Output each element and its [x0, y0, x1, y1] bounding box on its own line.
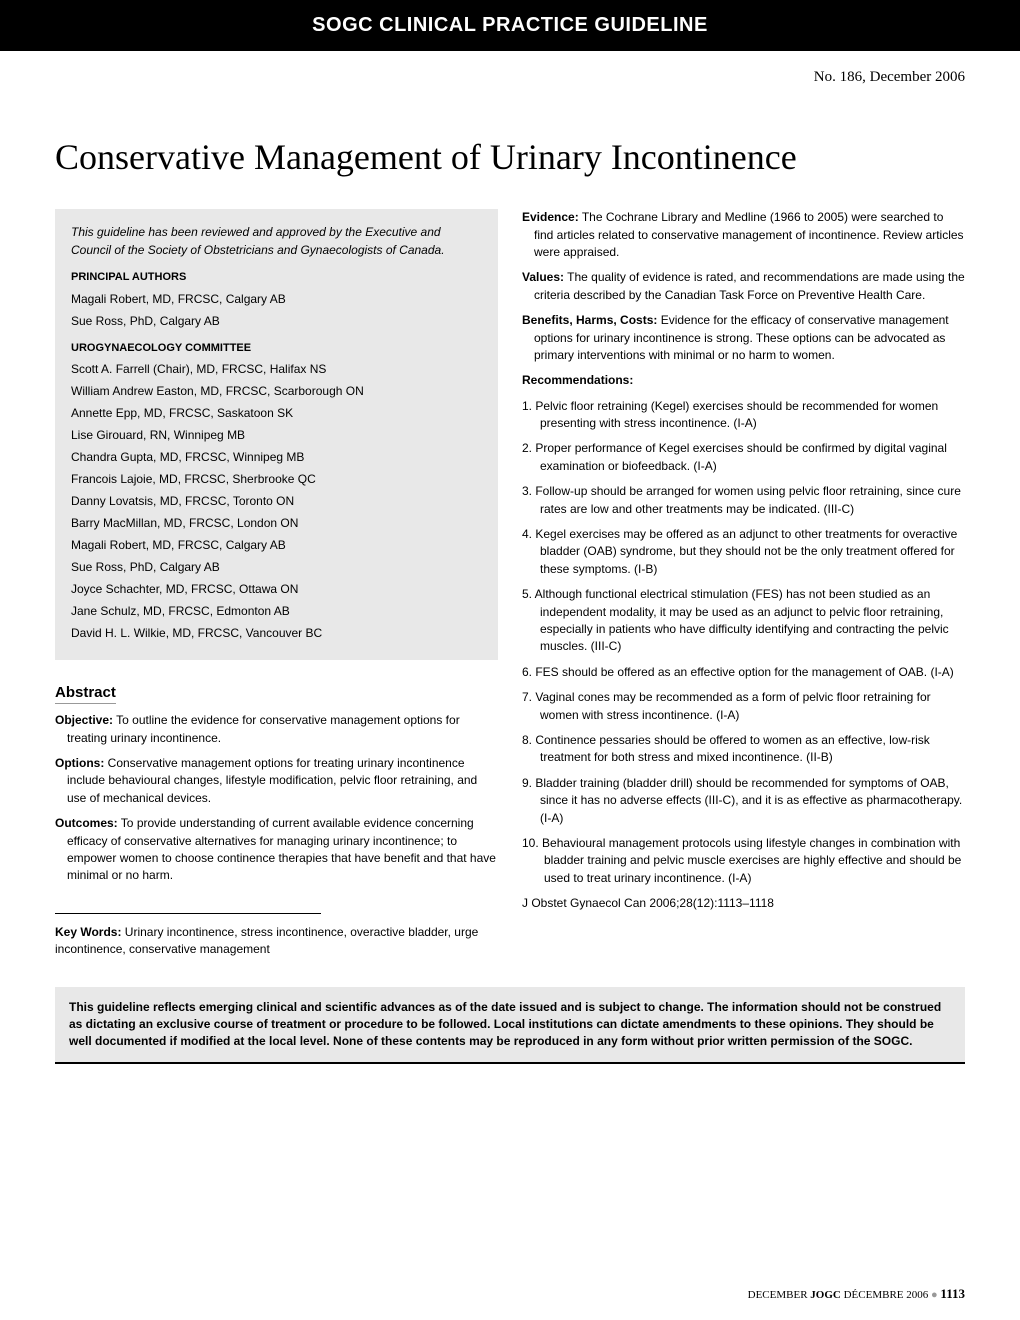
disclaimer-text: This guideline reflects emerging clinica…	[69, 1000, 941, 1048]
left-column: This guideline has been reviewed and app…	[55, 209, 498, 957]
committee-member: Magali Robert, MD, FRCSC, Calgary AB	[71, 536, 482, 554]
recommendation-item: 7. Vaginal cones may be recommended as a…	[522, 689, 965, 724]
committee-member: Danny Lovatsis, MD, FRCSC, Toronto ON	[71, 492, 482, 510]
page-number: 1113	[940, 1286, 965, 1301]
footer-jogc: JOGC	[810, 1289, 841, 1301]
committee-member: Barry MacMillan, MD, FRCSC, London ON	[71, 514, 482, 532]
benefits-item: Benefits, Harms, Costs: Evidence for the…	[522, 312, 965, 364]
recommendation-item: 3. Follow-up should be arranged for wome…	[522, 483, 965, 518]
disclaimer-box: This guideline reflects emerging clinica…	[55, 987, 965, 1063]
approval-statement: This guideline has been reviewed and app…	[71, 223, 482, 259]
header-title: SOGC CLINICAL PRACTICE GUIDELINE	[312, 14, 708, 36]
recommendations-label: Recommendations:	[522, 372, 965, 389]
committee-member: Jane Schulz, MD, FRCSC, Edmonton AB	[71, 602, 482, 620]
header-bar: SOGC CLINICAL PRACTICE GUIDELINE	[0, 0, 1020, 51]
journal-citation: J Obstet Gynaecol Can 2006;28(12):1113–1…	[522, 895, 965, 912]
recommendation-item: 1. Pelvic floor retraining (Kegel) exerc…	[522, 398, 965, 433]
committee-member: David H. L. Wilkie, MD, FRCSC, Vancouver…	[71, 624, 482, 642]
committee-label: UROGYNAECOLOGY COMMITTEE	[71, 340, 482, 357]
evidence-item: Evidence: The Cochrane Library and Medli…	[522, 209, 965, 261]
keywords-label: Key Words:	[55, 925, 121, 939]
keywords: Key Words: Urinary incontinence, stress …	[55, 924, 498, 958]
committee-member: Annette Epp, MD, FRCSC, Saskatoon SK	[71, 404, 482, 422]
recommendation-item: 5. Although functional electrical stimul…	[522, 586, 965, 656]
committee-member: Joyce Schachter, MD, FRCSC, Ottawa ON	[71, 580, 482, 598]
recommendation-item: 4. Kegel exercises may be offered as an …	[522, 526, 965, 578]
committee-member: Sue Ross, PhD, Calgary AB	[71, 558, 482, 576]
committee-member: William Andrew Easton, MD, FRCSC, Scarbo…	[71, 382, 482, 400]
committee-member: Scott A. Farrell (Chair), MD, FRCSC, Hal…	[71, 360, 482, 378]
footer-month: DECEMBER	[748, 1289, 808, 1301]
abstract-body: Objective: To outline the evidence for c…	[55, 712, 498, 885]
abstract-options: Options: Conservative management options…	[55, 755, 498, 807]
principal-author: Magali Robert, MD, FRCSC, Calgary AB	[71, 290, 482, 308]
abstract-objective: Objective: To outline the evidence for c…	[55, 712, 498, 747]
abstract-outcomes: Outcomes: To provide understanding of cu…	[55, 815, 498, 885]
article-title: Conservative Management of Urinary Incon…	[0, 86, 1020, 209]
recommendation-item: 9. Bladder training (bladder drill) shou…	[522, 775, 965, 827]
committee-member: Lise Girouard, RN, Winnipeg MB	[71, 426, 482, 444]
principal-authors-label: PRINCIPAL AUTHORS	[71, 269, 482, 286]
right-column-body: Evidence: The Cochrane Library and Medli…	[522, 209, 965, 912]
recommendation-item: 10. Behavioural management protocols usi…	[522, 835, 965, 887]
right-column: Evidence: The Cochrane Library and Medli…	[522, 209, 965, 957]
author-info-box: This guideline has been reviewed and app…	[55, 209, 498, 660]
principal-author: Sue Ross, PhD, Calgary AB	[71, 312, 482, 330]
issue-number: No. 186, December 2006	[0, 51, 1020, 86]
committee-member: Francois Lajoie, MD, FRCSC, Sherbrooke Q…	[71, 470, 482, 488]
recommendation-item: 8. Continence pessaries should be offere…	[522, 732, 965, 767]
two-column-layout: This guideline has been reviewed and app…	[0, 209, 1020, 957]
committee-member: Chandra Gupta, MD, FRCSC, Winnipeg MB	[71, 448, 482, 466]
page-footer: DECEMBER JOGC DÉCEMBRE 2006 ● 1113	[748, 1286, 965, 1302]
footer-month-fr: DÉCEMBRE 2006	[844, 1289, 929, 1301]
values-item: Values: The quality of evidence is rated…	[522, 269, 965, 304]
recommendation-item: 2. Proper performance of Kegel exercises…	[522, 440, 965, 475]
footer-dot-icon: ●	[931, 1289, 940, 1301]
recommendation-item: 6. FES should be offered as an effective…	[522, 664, 965, 681]
abstract-section: Abstract Objective: To outline the evide…	[55, 684, 498, 885]
keywords-divider	[55, 913, 321, 914]
abstract-heading: Abstract	[55, 684, 116, 704]
